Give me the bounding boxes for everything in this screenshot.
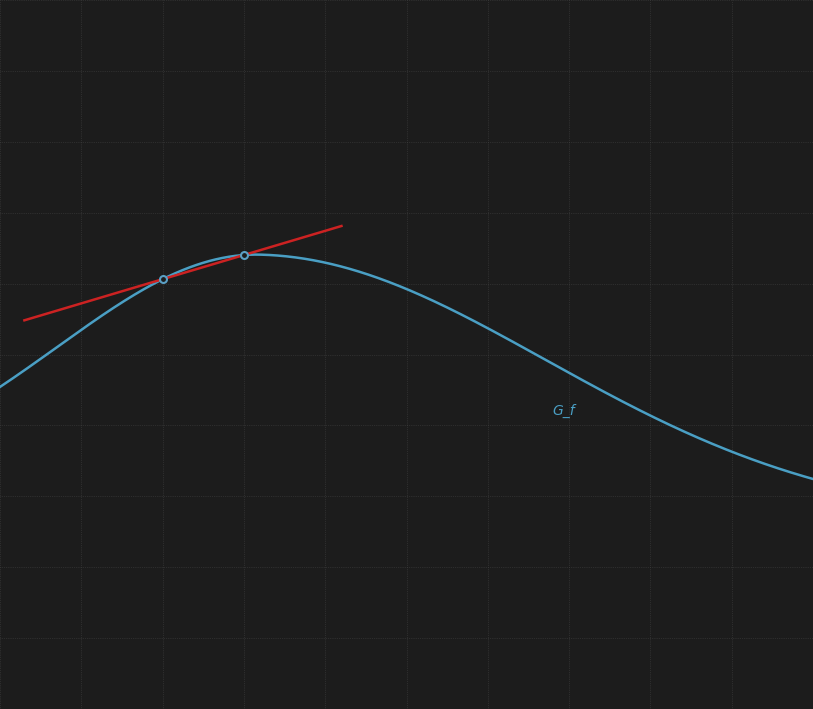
Text: G_f: G_f — [553, 403, 576, 418]
